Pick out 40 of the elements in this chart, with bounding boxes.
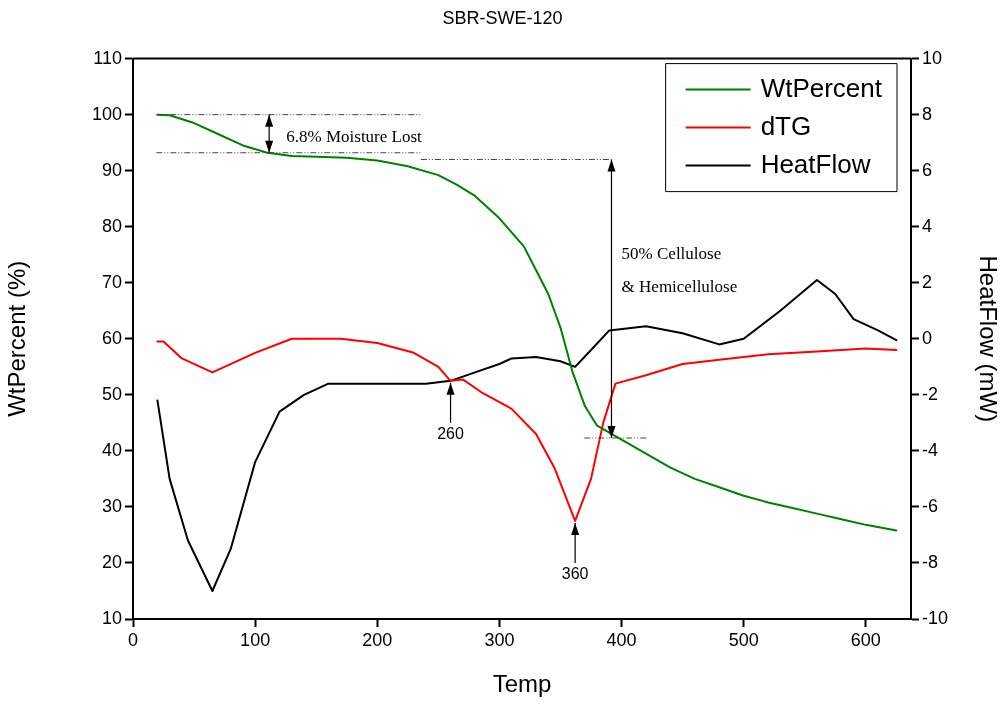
y2-tick-label: 0 xyxy=(922,327,933,348)
y-tick-label: 50 xyxy=(101,383,122,404)
x-tick-label: 300 xyxy=(484,629,515,650)
chart-title: SBR-SWE-120 xyxy=(442,7,563,28)
x-axis-title: Temp xyxy=(492,670,552,698)
legend-label: HeatFlow xyxy=(760,148,871,179)
x-tick-label: 0 xyxy=(127,629,139,650)
y-tick-label: 10 xyxy=(101,607,122,628)
y-tick-label: 60 xyxy=(101,327,122,348)
y-tick-label: 110 xyxy=(93,47,122,68)
annotation: 360 xyxy=(561,565,589,583)
y2-tick-label: -8 xyxy=(922,551,939,572)
x-tick-label: 100 xyxy=(240,629,271,650)
y-tick-label: 70 xyxy=(101,271,122,292)
x-tick-label: 200 xyxy=(362,629,393,650)
x-tick-label: 400 xyxy=(606,629,637,650)
legend-label: WtPercent xyxy=(760,72,883,103)
y2-tick-label: 10 xyxy=(922,47,943,68)
x-tick-label: 600 xyxy=(850,629,881,650)
annotation: 260 xyxy=(437,425,464,443)
annotation: 50% Cellulose & Hemicellulose xyxy=(621,244,738,297)
y-tick-label: 80 xyxy=(101,215,122,236)
legend-label: dTG xyxy=(760,110,812,141)
x-tick-label: 500 xyxy=(728,629,759,650)
annotation: 6.8% Moisture Lost xyxy=(286,127,423,147)
y2-tick-label: -6 xyxy=(922,495,939,516)
y2-tick-label: -10 xyxy=(922,607,949,628)
y2-tick-label: 4 xyxy=(922,215,933,236)
y-tick-label: 90 xyxy=(101,159,122,180)
y2-tick-label: 2 xyxy=(922,271,933,292)
y-tick-label: 40 xyxy=(101,439,122,460)
y-tick-label: 30 xyxy=(101,495,122,516)
y2-tick-label: 8 xyxy=(922,103,933,124)
y2-tick-label: -4 xyxy=(922,439,939,460)
y-axis-title: WtPercent (%) xyxy=(3,260,31,417)
y2-axis-title: HeatFlow (mW) xyxy=(974,255,1002,423)
y2-tick-label: -2 xyxy=(922,383,939,404)
y-tick-label: 20 xyxy=(101,551,122,572)
y-tick-label: 100 xyxy=(91,103,122,124)
y2-tick-label: 6 xyxy=(922,159,933,180)
